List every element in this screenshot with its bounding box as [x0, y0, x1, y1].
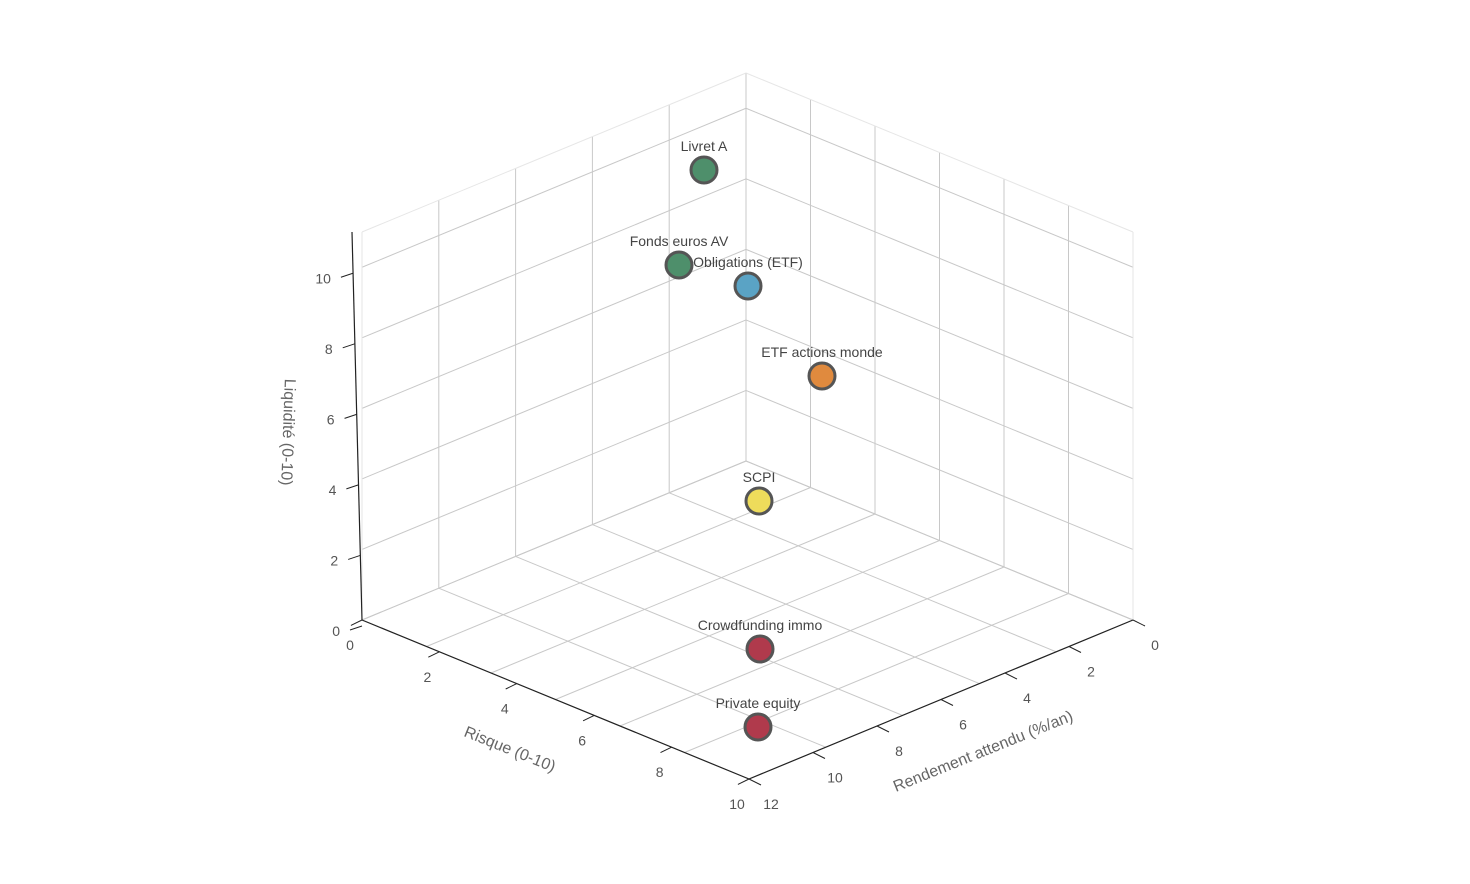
data-point-label: Livret A [681, 138, 728, 154]
risque-tick-label: 10 [729, 796, 745, 812]
wall-gridline [745, 107, 1134, 268]
liquidite-tick-label: 2 [330, 552, 338, 568]
risque-tick-label: 6 [578, 732, 586, 748]
liquidite-tick-label: 8 [325, 341, 333, 357]
risque-tick-label: 8 [656, 764, 664, 780]
data-point[interactable] [733, 271, 763, 301]
wall-gridline [361, 460, 747, 621]
liquidite-tick-label: 6 [327, 411, 335, 427]
rendement-tick-label: 8 [895, 743, 903, 759]
data-point-label: ETF actions monde [761, 344, 883, 360]
floor-gridline [592, 524, 980, 685]
pane-edge [361, 72, 747, 233]
floor-gridline [619, 566, 1005, 727]
liquidite-tick-mark [349, 625, 363, 631]
risque-tick-mark [582, 714, 595, 722]
risque-tick-label: 4 [501, 701, 509, 717]
rendement-tick-label: 12 [763, 796, 779, 812]
liquidite-tick-label: 4 [329, 482, 337, 498]
wall-gridline [745, 460, 1134, 621]
risque-tick-mark [505, 683, 518, 690]
floor-gridline [490, 513, 876, 674]
data-point[interactable] [689, 155, 719, 185]
chart-tick-labels: 0 2 4 6 8 10 0 2 4 6 8 10 12 0 2 4 6 8 10 [315, 270, 1159, 812]
data-point-label: SCPI [743, 469, 776, 485]
rendement-tick-label: 6 [959, 717, 967, 733]
data-point-label: Obligations (ETF) [693, 254, 803, 270]
liquidite-axis-line [351, 231, 363, 621]
data-point[interactable] [664, 250, 694, 280]
liquidite-tick-label: 10 [315, 270, 331, 286]
risque-tick-mark [660, 746, 672, 754]
data-point[interactable] [744, 486, 774, 516]
z-axis-title: Liquidité (0-10) [277, 379, 298, 486]
wall-gridline [361, 389, 747, 550]
risque-axis-line [361, 619, 750, 780]
liquidite-tick-mark [342, 343, 355, 349]
rendement-tick-mark [940, 699, 954, 706]
risque-tick-label: 2 [424, 669, 432, 685]
liquidite-tick-mark [344, 413, 357, 419]
chart-data-points: Livret A Fonds euros AV Obligations (ETF) E… [630, 138, 883, 742]
risque-tick-mark [428, 651, 440, 658]
wall-gridline [361, 178, 747, 339]
risque-tick-mark [737, 778, 750, 785]
wall-gridline [745, 319, 1134, 480]
rendement-tick-mark [1004, 672, 1018, 680]
rendement-tick-label: 2 [1087, 664, 1095, 680]
rendement-tick-label: 4 [1023, 690, 1031, 706]
chart-axes [340, 231, 1146, 786]
data-point[interactable] [807, 361, 837, 391]
wall-gridline [745, 178, 1134, 339]
data-point-label: Private equity [716, 695, 801, 711]
wall-gridline [745, 389, 1134, 550]
y-axis-title: Risque (0-10) [462, 724, 558, 776]
rendement-tick-mark [748, 778, 762, 786]
wall-gridline [745, 248, 1134, 409]
liquidite-tick-mark [340, 272, 354, 278]
x-axis-title: Rendement attendu (%/an) [891, 708, 1076, 796]
risque-tick-mark [350, 619, 363, 626]
liquidite-tick-label: 0 [332, 623, 340, 639]
pane-edge [745, 72, 1134, 233]
risque-tick-label: 0 [346, 637, 354, 653]
rendement-tick-label: 0 [1151, 637, 1159, 653]
liquidite-tick-mark [346, 484, 359, 490]
data-point-label: Fonds euros AV [630, 233, 729, 249]
data-point[interactable] [743, 712, 773, 742]
chart-gridlines [361, 72, 1134, 780]
data-point[interactable] [745, 634, 775, 664]
data-point-label: Crowdfunding immo [698, 617, 823, 633]
rendement-tick-mark [1132, 619, 1146, 627]
rendement-tick-label: 10 [827, 770, 843, 786]
rendement-tick-mark [1068, 646, 1082, 653]
rendement-tick-mark [876, 725, 890, 733]
floor-gridline [555, 540, 940, 700]
floor-gridline [426, 487, 811, 647]
liquidite-tick-mark [348, 554, 361, 560]
floor-gridline [515, 555, 903, 716]
wall-gridline [361, 107, 747, 268]
wall-gridline [361, 319, 747, 480]
floor-gridline [669, 492, 1057, 653]
rendement-tick-mark [812, 752, 826, 759]
